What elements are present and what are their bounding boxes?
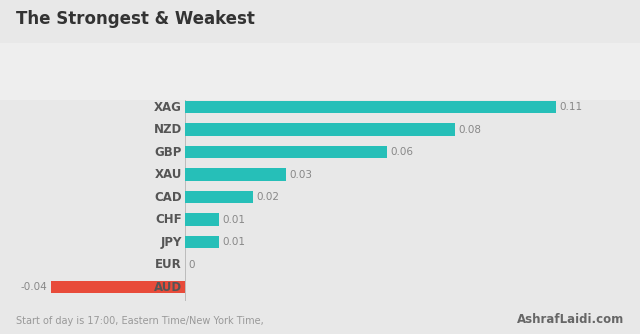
Text: ⌄: ⌄ xyxy=(68,71,76,81)
Text: 0.01: 0.01 xyxy=(222,214,245,224)
Text: CHF: CHF xyxy=(156,213,182,226)
Text: 0.08: 0.08 xyxy=(458,125,481,135)
Text: Day: Day xyxy=(102,71,124,81)
Text: Start of day is 17:00, Eastern Time/New York Time,: Start of day is 17:00, Eastern Time/New … xyxy=(16,316,264,326)
Bar xyxy=(51,281,185,293)
Bar xyxy=(185,123,455,136)
Text: XAG: XAG xyxy=(154,101,182,114)
Bar xyxy=(185,191,253,203)
Bar xyxy=(185,168,286,181)
Bar xyxy=(185,146,387,158)
Text: 0.06: 0.06 xyxy=(391,147,413,157)
Text: 0.01: 0.01 xyxy=(222,237,245,247)
Text: EUR: EUR xyxy=(155,258,182,271)
Text: JPY: JPY xyxy=(161,235,182,248)
Text: USD: USD xyxy=(35,71,58,81)
Bar xyxy=(185,213,219,226)
Text: ⌄: ⌄ xyxy=(148,71,156,81)
Text: XAU: XAU xyxy=(154,168,182,181)
Text: GBP: GBP xyxy=(154,146,182,159)
Text: 0.03: 0.03 xyxy=(290,170,313,180)
Text: AUD: AUD xyxy=(154,281,182,294)
Bar xyxy=(185,101,556,113)
Text: -0.04: -0.04 xyxy=(20,282,47,292)
Bar xyxy=(185,236,219,248)
Text: The Strongest & Weakest: The Strongest & Weakest xyxy=(16,10,255,28)
Text: NZD: NZD xyxy=(154,123,182,136)
Text: AshrafLaidi.com: AshrafLaidi.com xyxy=(516,313,624,326)
Text: CAD: CAD xyxy=(154,191,182,203)
Text: 0.02: 0.02 xyxy=(256,192,279,202)
Text: 0.11: 0.11 xyxy=(559,102,582,112)
Text: 0: 0 xyxy=(189,260,195,270)
